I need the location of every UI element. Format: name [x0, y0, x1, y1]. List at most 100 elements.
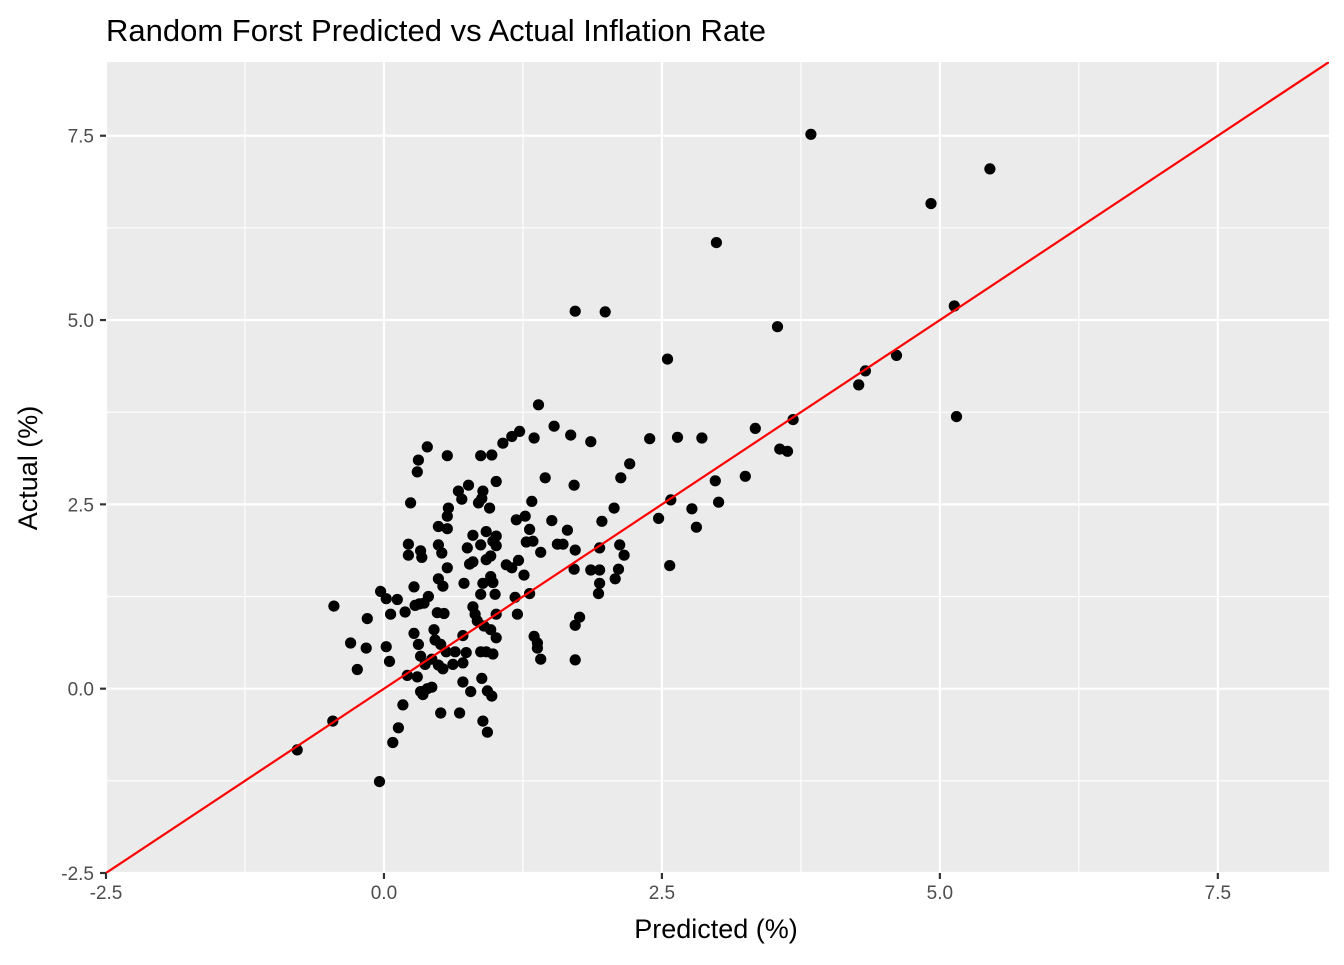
data-point [385, 608, 397, 620]
data-point [426, 681, 438, 693]
data-point [421, 441, 433, 453]
data-point [477, 715, 489, 727]
data-point [653, 512, 665, 525]
data-point [624, 458, 636, 470]
data-point [417, 689, 429, 701]
data-point [437, 663, 449, 675]
data-point [415, 650, 427, 662]
data-point [609, 573, 621, 585]
data-point [412, 638, 424, 651]
data-point [387, 736, 399, 749]
data-point [487, 576, 499, 589]
data-point [561, 524, 574, 536]
data-point [585, 564, 597, 576]
data-point [771, 321, 784, 333]
data-point [419, 658, 431, 671]
y-axis: -2.5 0.0 2.5 5.0 7.5 [61, 127, 106, 885]
y-tick-label: -2.5 [61, 864, 94, 885]
data-point [437, 580, 449, 592]
data-point [464, 558, 476, 570]
data-point [686, 503, 698, 515]
data-point [805, 128, 817, 140]
data-point [411, 671, 423, 683]
data-point [565, 429, 577, 441]
data-point [477, 577, 489, 589]
data-point [351, 663, 363, 676]
x-axis: -2.5 0.0 2.5 5.0 7.5 [90, 873, 1231, 904]
data-point [599, 306, 611, 318]
data-point [411, 466, 423, 478]
data-point [408, 581, 420, 593]
data-point [428, 624, 440, 636]
data-point [441, 562, 453, 574]
data-point [527, 535, 539, 547]
data-point [532, 399, 545, 411]
y-tick-label: 5.0 [68, 311, 94, 332]
data-point [594, 564, 606, 576]
data-point [661, 353, 674, 365]
data-point [461, 542, 473, 554]
data-point [405, 497, 417, 509]
x-axis-title: Predicted (%) [634, 914, 798, 944]
data-point [458, 577, 470, 589]
data-point [467, 529, 479, 541]
data-point [853, 379, 865, 391]
data-point [925, 198, 937, 210]
data-point [506, 430, 518, 443]
data-point [614, 539, 626, 551]
data-points [291, 128, 996, 788]
data-point [380, 641, 392, 653]
data-point [548, 420, 560, 432]
data-point [456, 493, 468, 505]
data-point [476, 672, 488, 685]
data-point [457, 657, 469, 669]
data-point [644, 433, 656, 445]
data-point [489, 588, 501, 600]
data-point [485, 624, 497, 636]
data-point [457, 676, 469, 688]
data-point [360, 642, 372, 654]
x-tick-label: -2.5 [90, 883, 123, 904]
data-point [402, 538, 414, 550]
data-point [531, 642, 544, 654]
data-point [380, 593, 392, 605]
data-point [438, 607, 450, 620]
data-point [710, 237, 723, 249]
data-point [328, 600, 340, 612]
data-point [472, 497, 485, 509]
data-point [518, 569, 530, 581]
y-tick-label: 7.5 [68, 127, 94, 148]
y-tick-label: 0.0 [68, 680, 94, 701]
data-point [441, 523, 453, 535]
data-point [475, 539, 487, 551]
data-point [524, 523, 536, 536]
data-point [480, 554, 492, 566]
data-point [781, 445, 794, 457]
data-point [615, 472, 627, 484]
data-point [568, 479, 580, 491]
x-tick-label: 2.5 [649, 883, 675, 904]
data-point [568, 563, 580, 575]
data-point [984, 163, 996, 175]
data-point [690, 521, 703, 533]
data-point [361, 613, 373, 625]
data-point [416, 551, 428, 564]
data-point [399, 606, 411, 618]
data-point [709, 475, 721, 487]
data-point [592, 588, 605, 600]
data-point [481, 726, 493, 738]
data-point [950, 411, 963, 423]
data-point [569, 305, 581, 317]
data-point [465, 686, 477, 698]
data-point [460, 647, 472, 659]
data-point [392, 722, 404, 734]
plot-panel [104, 62, 1329, 875]
data-point [484, 502, 496, 514]
data-point [713, 496, 725, 508]
data-point [512, 554, 525, 567]
data-point [749, 422, 761, 434]
data-point [569, 544, 581, 556]
data-point [596, 515, 608, 527]
data-point [449, 646, 461, 658]
y-axis-title: Actual (%) [13, 406, 43, 531]
